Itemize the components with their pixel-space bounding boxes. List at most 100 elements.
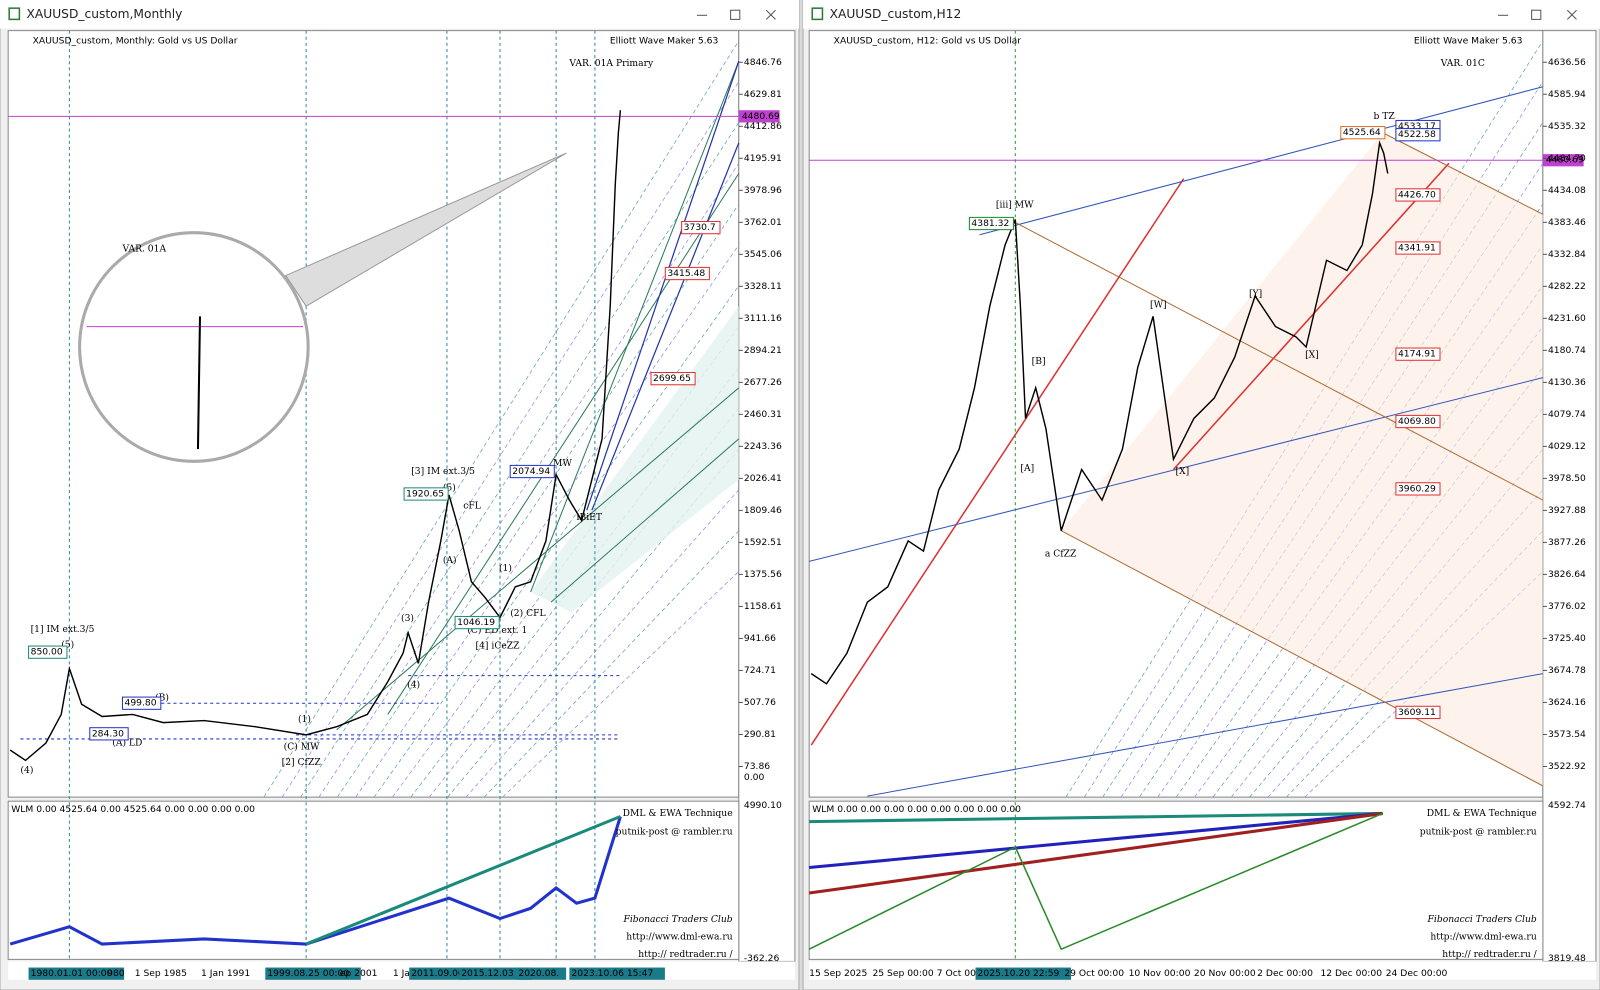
credit-text[interactable]: http:// redtrader.ru / (638, 949, 733, 960)
price-line (810, 140, 1389, 685)
price-axis-label: 2677.26 (744, 377, 782, 388)
wlm-line (809, 811, 1383, 870)
price-axis-label: 3573.54 (1548, 729, 1586, 740)
price-axis-label: 3776.02 (1548, 601, 1586, 612)
close-button[interactable] (1566, 9, 1577, 20)
date-axis-label: 980 (107, 968, 125, 979)
date-highlight (409, 967, 471, 980)
date-highlight (516, 967, 567, 980)
credit-text: DML & EWA Technique (1427, 808, 1537, 819)
price-axis-area (1542, 30, 1597, 962)
trend-line (591, 142, 740, 511)
indicator-axis-label: -362.26 (744, 953, 780, 964)
price-axis-label: 4535.32 (1548, 121, 1586, 132)
wave-label: [4] iCeZZ (476, 641, 521, 652)
wave-label: [X] (1305, 350, 1319, 361)
date-axis-label: 2015.12.03 0 (461, 968, 522, 979)
price-axis-label: 4412.86 (744, 121, 782, 132)
price-tag-box (681, 220, 721, 235)
credit-text[interactable]: http:// redtrader.ru / (1442, 949, 1537, 960)
price-axis-label: 4629.81 (744, 89, 782, 100)
price-tag: 850.00 (31, 647, 63, 658)
wave-label: (B) (155, 693, 169, 704)
price-axis-label: 2894.21 (744, 345, 782, 356)
current-price: 4480.69 (1546, 155, 1584, 166)
price-tag: 4069.80 (1398, 416, 1436, 427)
wave-label: MW (553, 458, 572, 469)
blue-channel (809, 377, 1543, 562)
window-title: XAUUSD_custom,H12 (830, 7, 962, 21)
date-axis-label: 2020.08. (518, 968, 559, 979)
price-axis-label: 2460.31 (744, 409, 782, 420)
window-title: XAUUSD_custom,Monthly (27, 7, 183, 21)
tool-name: Elliott Wave Maker 5.63 (1414, 35, 1523, 46)
indicator-axis-label: 4592.74 (1548, 800, 1586, 811)
price-tag-box (1340, 126, 1386, 140)
wave-label: [X] (1176, 466, 1190, 477)
price-axis-label: 4282.22 (1548, 281, 1586, 292)
date-axis-label: 15 Sep 2025 (809, 968, 867, 979)
date-axis-label: 2 Dec 00:00 (1257, 968, 1313, 979)
wave-label: iBiET (577, 512, 603, 523)
price-axis-label: 3111.16 (744, 313, 782, 324)
price-axis-label: 2243.36 (744, 441, 782, 452)
wave-label: (1) (499, 563, 512, 574)
price-axis-label: 724.71 (744, 665, 776, 676)
price-tag-box (650, 372, 696, 386)
zoom-variant: VAR. 01A (121, 244, 166, 255)
zoom-candle (196, 316, 202, 450)
price-tag-box (454, 615, 500, 630)
price-axis-label: 1809.46 (744, 505, 782, 516)
credit-text[interactable]: http://www.dml-ewa.ru (1430, 931, 1536, 942)
wave-label: (4) (20, 765, 33, 776)
maximize-button[interactable] (1531, 9, 1542, 20)
title-bar (0, 0, 799, 29)
wave-label: (2) CFL (510, 608, 545, 619)
price-tag-box (28, 645, 68, 659)
price-tag-box (1395, 128, 1441, 142)
wlm-line (305, 815, 621, 946)
date-axis-label: 20 Nov 00:00 (1194, 968, 1256, 979)
wave-label: (C) ED ext. 1 (467, 625, 527, 636)
price-axis-label: 4434.08 (1548, 185, 1586, 196)
price-tag: 3960.29 (1398, 483, 1436, 494)
price-tag-box (89, 727, 129, 741)
price-axis-label: 4231.60 (1548, 313, 1586, 324)
wave-label: [Y] (1249, 288, 1262, 299)
red-channel (1172, 162, 1450, 470)
price-tag: 499.80 (124, 698, 156, 709)
date-highlight (569, 967, 665, 980)
variant-label: VAR. 01C (1440, 58, 1485, 69)
price-axis-label: 3978.50 (1548, 473, 1586, 484)
price-tag-box (968, 216, 1014, 231)
price-axis-label: 3762.01 (744, 217, 782, 228)
wave-label: (3) (401, 613, 414, 624)
window-icon (8, 7, 21, 21)
price-axis-label: 3877.26 (1548, 537, 1586, 548)
blue-channel (867, 673, 1543, 797)
credit-text[interactable]: http://www.dml-ewa.ru (626, 931, 732, 942)
date-axis-label: 1 Jan 1991 (201, 968, 250, 979)
red-channel (810, 178, 1185, 746)
price-tag-box (509, 464, 555, 479)
trend-line (530, 61, 740, 593)
close-button[interactable] (765, 9, 776, 20)
brown-line (1015, 222, 1544, 501)
price-axis-label: 1158.61 (744, 601, 782, 612)
variant-label: VAR. 01A Primary (568, 58, 654, 69)
wave-label: (5) (61, 640, 74, 651)
current-price-box (1542, 154, 1584, 167)
credit-text: putnik-post @ rambler.ru (1420, 826, 1537, 837)
window-icon (811, 7, 824, 21)
wave-label: [A] (1020, 463, 1034, 474)
credit-text: DML & EWA Technique (623, 808, 733, 819)
maximize-button[interactable] (730, 9, 741, 20)
price-tag-box (1395, 705, 1441, 720)
price-axis-label: 4484.70 (1548, 153, 1586, 164)
indicator-header: WLM 0.00 4525.64 0.00 4525.64 0.00 0.00 … (11, 804, 255, 815)
fan-line (502, 571, 740, 798)
wlm-line (9, 816, 622, 946)
wave-label: cFL (463, 501, 481, 512)
current-price: 4480.69 (742, 111, 780, 122)
